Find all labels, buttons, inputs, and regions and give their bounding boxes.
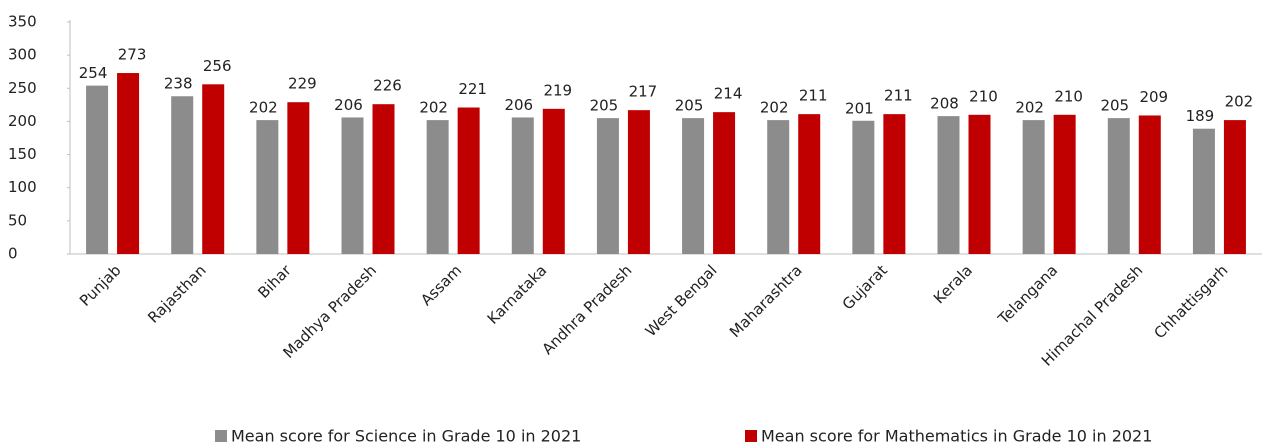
bar: [1022, 120, 1045, 254]
bar: [426, 120, 449, 254]
bar: [457, 107, 480, 254]
bar: [937, 116, 960, 254]
bar: [883, 114, 906, 254]
data-label: 206: [504, 96, 533, 114]
bar: [171, 96, 194, 255]
y-tick-label: 100: [8, 178, 37, 196]
x-tick-label: Chhattisgarh: [1150, 261, 1231, 342]
bar: [968, 114, 991, 254]
x-tick-label: Assam: [417, 261, 465, 309]
data-label: 209: [1139, 88, 1168, 106]
bar: [852, 120, 875, 254]
y-tick-label: 350: [8, 13, 37, 31]
bar: [596, 118, 619, 254]
legend-swatch: [745, 430, 757, 442]
x-tick-label: Karnataka: [484, 261, 551, 328]
data-label: 256: [203, 57, 232, 75]
data-label: 254: [79, 64, 108, 82]
bar: [1192, 128, 1215, 254]
bar: [341, 117, 364, 254]
y-tick-label: 150: [8, 145, 37, 163]
bar: [202, 84, 225, 255]
bar: [767, 120, 790, 254]
bar: [287, 102, 310, 254]
data-label: 205: [590, 97, 619, 115]
y-tick-label: 200: [8, 112, 37, 130]
bar: [86, 85, 109, 255]
x-tick-label: Madhya Pradesh: [279, 261, 380, 362]
data-label: 206: [334, 96, 363, 114]
data-label: 205: [1100, 97, 1129, 115]
data-label: 210: [1054, 87, 1083, 105]
bar: [256, 120, 279, 254]
x-tick-label: Telangana: [994, 261, 1061, 328]
x-tick-label: Kerala: [930, 261, 976, 307]
data-label: 202: [419, 99, 448, 117]
x-tick-label: Bihar: [254, 261, 295, 302]
bar: [372, 104, 395, 255]
data-label: 226: [373, 77, 402, 95]
data-label: 210: [969, 87, 998, 105]
data-label: 219: [543, 81, 572, 99]
x-tick-label: West Bengal: [642, 261, 721, 340]
bar: [117, 73, 140, 254]
data-label: 214: [714, 85, 743, 103]
y-tick-label: 250: [8, 79, 37, 97]
data-label: 205: [675, 97, 704, 115]
y-tick-label: 0: [8, 245, 18, 263]
bar: [542, 108, 565, 254]
bar: [1223, 120, 1246, 254]
bar: [1107, 118, 1130, 254]
y-tick-label: 300: [8, 46, 37, 64]
data-label: 201: [845, 99, 874, 117]
x-tick-label: Andhra Pradesh: [538, 261, 635, 358]
x-tick-label: Maharashtra: [726, 261, 806, 341]
legend-label: Mean score for Mathematics in Grade 10 i…: [761, 427, 1152, 445]
data-label: 211: [884, 87, 913, 105]
legend-swatch: [215, 430, 227, 442]
bar: [1138, 115, 1161, 254]
legend-label: Mean score for Science in Grade 10 in 20…: [231, 427, 581, 445]
data-label: 202: [760, 99, 789, 117]
data-label: 221: [458, 80, 487, 98]
data-label: 217: [629, 83, 658, 101]
data-label: 189: [1186, 107, 1215, 125]
data-label: 202: [249, 99, 278, 117]
data-label: 202: [1015, 99, 1044, 117]
bar: [627, 110, 650, 254]
bar: [713, 112, 736, 254]
bar: [1053, 114, 1076, 254]
data-label: 273: [118, 46, 147, 64]
data-label: 229: [288, 75, 317, 93]
x-tick-label: Punjab: [76, 261, 125, 310]
y-tick-label: 50: [8, 211, 27, 229]
data-label: 211: [799, 87, 828, 105]
x-tick-label: Gujarat: [839, 261, 891, 313]
bar: [798, 114, 821, 254]
data-label: 208: [930, 95, 959, 113]
data-label: 238: [164, 75, 193, 93]
x-tick-label: Rajasthan: [144, 261, 209, 326]
bar: [682, 118, 705, 254]
bar: [511, 117, 534, 254]
data-label: 202: [1225, 93, 1254, 111]
